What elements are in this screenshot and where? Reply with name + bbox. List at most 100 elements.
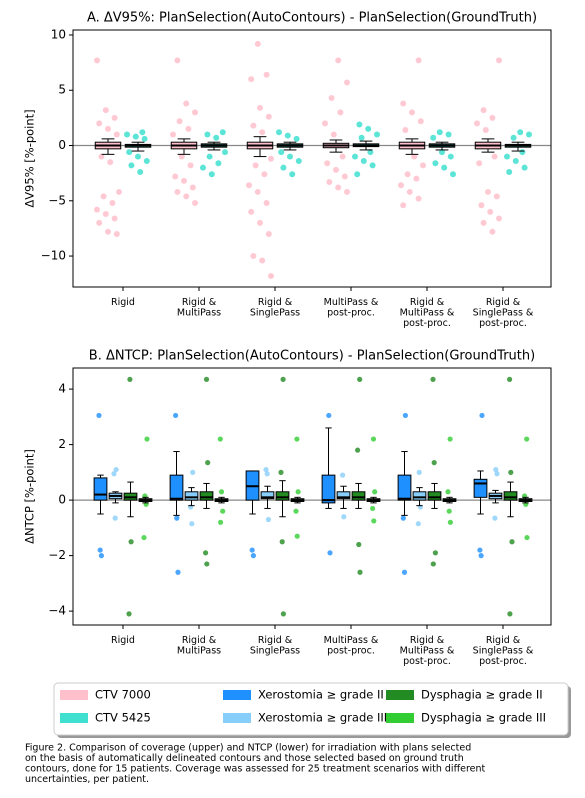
data-point: [356, 541, 362, 548]
data-point: [185, 125, 192, 132]
y-tick-label: 4: [58, 382, 66, 396]
box: [169, 474, 184, 501]
data-point: [371, 518, 377, 524]
x-tick-label-line: Rigid &: [410, 635, 445, 646]
x-tick-label: Rigid: [111, 635, 135, 646]
data-point: [94, 206, 100, 213]
data-point: [217, 436, 223, 442]
data-point: [250, 253, 257, 260]
data-point: [293, 135, 300, 142]
x-tick-label-line: Rigid &: [486, 635, 521, 646]
data-point: [355, 447, 361, 453]
data-point: [406, 188, 413, 195]
data-point: [174, 188, 181, 195]
data-point: [137, 169, 144, 176]
data-point: [333, 166, 339, 173]
data-point: [141, 135, 148, 142]
data-point: [415, 195, 422, 202]
data-point: [447, 436, 453, 442]
data-point: [340, 472, 346, 478]
caption-line: on the basis of automatically delineated…: [25, 753, 464, 764]
data-point: [509, 539, 515, 545]
data-point: [278, 469, 284, 475]
y-tick-label: −5: [48, 193, 66, 207]
x-tick-label-line: SinglePass &: [473, 645, 534, 656]
data-point: [339, 153, 346, 160]
data-point: [524, 436, 530, 442]
x-tick-label-line: post-proc.: [403, 318, 451, 329]
legend-swatch: [386, 690, 414, 700]
data-point: [478, 553, 484, 559]
legend-label: CTV 7000: [95, 688, 151, 702]
data-point: [356, 121, 363, 128]
x-tick-label: Rigid & SinglePass: [250, 297, 300, 319]
data-point: [357, 376, 363, 382]
data-point: [294, 533, 300, 539]
data-point: [254, 40, 261, 47]
data-point: [474, 120, 480, 127]
data-point: [526, 131, 532, 138]
box: [397, 474, 412, 501]
data-point: [222, 149, 228, 156]
y-tick-label: −4: [48, 604, 66, 618]
data-point: [284, 132, 291, 139]
x-tick-label-line: MultiPass &: [400, 307, 455, 318]
data-point: [144, 436, 150, 442]
data-point: [98, 153, 105, 160]
data-point: [213, 134, 220, 141]
x-tick-label: Rigid & MultiPass: [177, 635, 221, 657]
data-point: [203, 376, 210, 382]
data-point: [480, 107, 487, 114]
data-point: [250, 553, 256, 559]
data-point: [96, 412, 102, 419]
data-point: [206, 153, 213, 160]
data-point: [358, 134, 365, 141]
y-tick-label: 0: [58, 138, 66, 152]
plot-frame: [72, 29, 552, 288]
legend-swatch: [60, 690, 88, 700]
legend-swatch: [223, 713, 251, 723]
x-tick-label-line: Rigid &: [182, 635, 217, 646]
data-point: [280, 164, 287, 171]
data-point: [190, 469, 196, 475]
y-tick-label: −2: [48, 548, 66, 562]
data-point: [276, 129, 282, 136]
data-point: [482, 127, 489, 134]
data-point: [192, 199, 198, 206]
data-point: [259, 257, 266, 264]
data-point: [219, 129, 226, 136]
data-point: [265, 230, 272, 237]
x-tick-label: Rigid & SinglePass: [250, 635, 300, 657]
data-point: [295, 157, 302, 164]
data-point: [420, 162, 426, 169]
data-point: [100, 193, 107, 200]
data-point: [124, 131, 130, 138]
x-tick-label-line: SinglePass &: [473, 307, 534, 318]
data-point: [143, 157, 150, 164]
data-point: [450, 171, 456, 178]
data-point: [189, 521, 195, 527]
data-point: [128, 539, 134, 545]
data-point: [430, 561, 436, 567]
data-point: [248, 76, 255, 83]
data-point: [415, 521, 421, 527]
data-point: [139, 129, 146, 136]
data-point: [402, 127, 409, 134]
x-tick-label-line: post-proc.: [327, 307, 375, 318]
chart-title: A. ΔV95%: PlanSelection(AutoContours) - …: [87, 11, 537, 26]
caption-line: Figure 2. Comparison of coverage (upper)…: [25, 743, 471, 754]
data-point: [411, 153, 418, 160]
data-point: [400, 202, 407, 209]
data-point: [204, 131, 211, 138]
data-point: [445, 489, 451, 495]
data-point: [430, 134, 437, 141]
box: [260, 491, 275, 500]
data-point: [135, 153, 141, 160]
data-point: [354, 171, 361, 178]
data-point: [413, 175, 420, 182]
data-point: [261, 171, 268, 178]
legend-swatch: [60, 713, 88, 723]
y-tick-label: 10: [51, 27, 66, 41]
data-point: [259, 129, 266, 136]
